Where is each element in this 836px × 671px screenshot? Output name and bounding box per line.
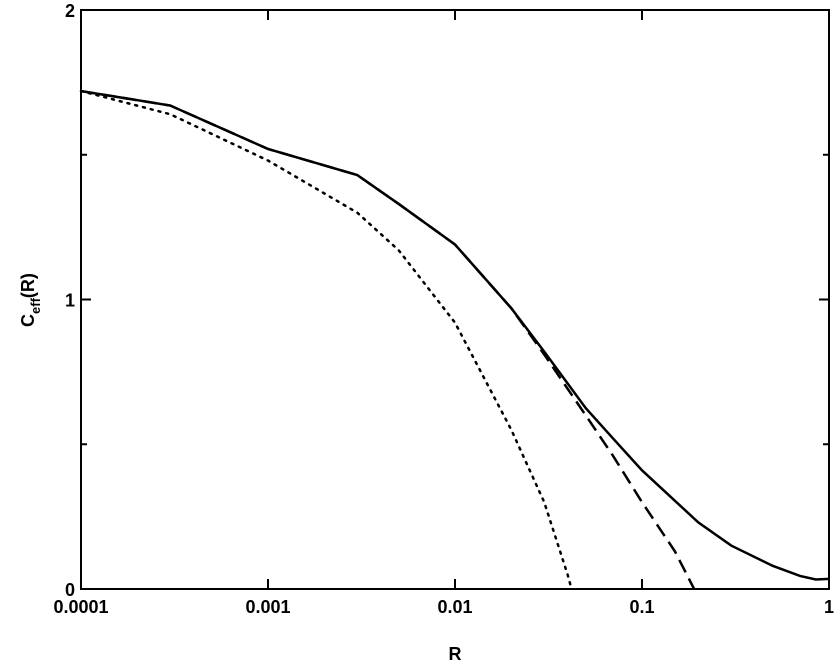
x-axis-label: R [449,644,462,664]
line-dashed [80,89,696,590]
plot-frame [80,9,830,590]
y-label-sub: eff [28,297,43,314]
y-tick-label: 2 [65,1,75,21]
x-tick-label: 1 [824,597,834,617]
y-axis-label: Ceff(R) [18,273,43,327]
x-tick-label: 0.0001 [53,597,108,617]
y-tick-label: 0 [65,580,75,600]
x-tick-label: 0.1 [629,597,654,617]
y-label-rest: (R) [18,273,38,298]
y-tick-label: 1 [65,291,75,311]
line-solid [80,89,830,581]
y-label-main: C [18,314,38,327]
line-dotted [79,89,573,591]
x-tick-label: 0.001 [245,597,290,617]
x-tick-label: 0.01 [437,597,472,617]
